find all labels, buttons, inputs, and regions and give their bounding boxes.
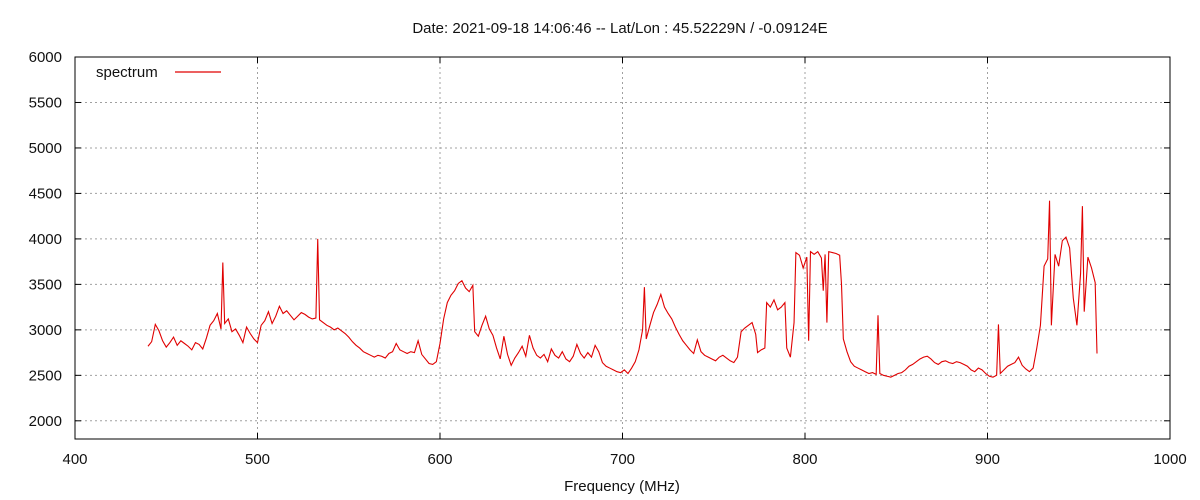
y-tick-label: 2000 [29, 413, 62, 430]
x-tick-label: 700 [610, 451, 635, 468]
y-tick-label: 3500 [29, 276, 62, 293]
x-tick-label: 600 [427, 451, 452, 468]
x-tick-label: 1000 [1153, 451, 1186, 468]
x-tick-label: 800 [792, 451, 817, 468]
y-tick-label: 6000 [29, 49, 62, 66]
grid-lines [75, 57, 1170, 439]
series-layer [147, 200, 1098, 378]
y-tick-label: 4500 [29, 185, 62, 202]
x-tick-label: 900 [975, 451, 1000, 468]
axes-group [74, 56, 1171, 440]
chart-title: Date: 2021-09-18 14:06:46 -- Lat/Lon : 4… [412, 20, 827, 37]
y-tick-label: 2500 [29, 367, 62, 384]
y-tick-label: 5000 [29, 140, 62, 157]
x-axis-label: Frequency (MHz) [564, 478, 680, 495]
series-line-spectrum [147, 200, 1098, 378]
legend: spectrum [96, 64, 221, 81]
legend-label-spectrum: spectrum [96, 64, 158, 81]
y-tick-label: 3000 [29, 322, 62, 339]
x-tick-label: 400 [62, 451, 87, 468]
x-tick-label: 500 [245, 451, 270, 468]
y-tick-label: 5500 [29, 94, 62, 111]
tick-labels: 400 500 600 700 800 900 1000 2000 2500 3000 3500 40… [29, 49, 1187, 468]
y-tick-label: 4000 [29, 231, 62, 248]
